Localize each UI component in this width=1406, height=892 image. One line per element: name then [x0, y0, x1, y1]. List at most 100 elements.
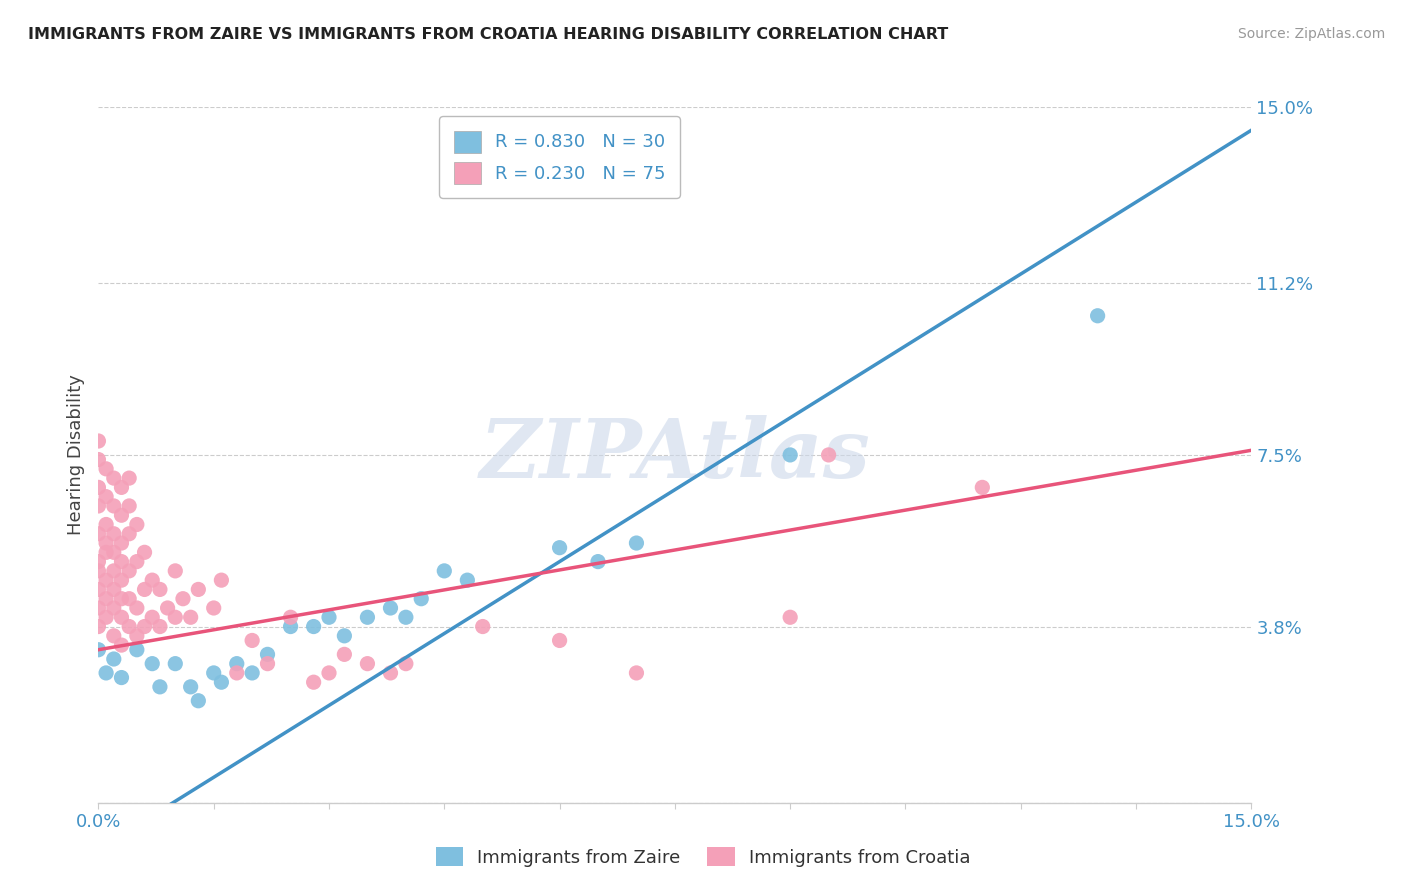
- Point: [156, 601, 179, 615]
- Point: [187, 582, 209, 597]
- Point: [165, 610, 187, 624]
- Point: [94, 517, 117, 532]
- Point: [87, 434, 110, 448]
- Point: [456, 573, 478, 587]
- Point: [125, 555, 148, 569]
- Text: IMMIGRANTS FROM ZAIRE VS IMMIGRANTS FROM CROATIA HEARING DISABILITY CORRELATION : IMMIGRANTS FROM ZAIRE VS IMMIGRANTS FROM…: [28, 27, 949, 42]
- Point: [817, 448, 839, 462]
- Point: [626, 536, 648, 550]
- Point: [110, 555, 132, 569]
- Point: [548, 633, 571, 648]
- Point: [94, 490, 117, 504]
- Point: [471, 619, 494, 633]
- Point: [87, 526, 110, 541]
- Point: [302, 675, 325, 690]
- Point: [103, 471, 125, 485]
- Point: [103, 601, 125, 615]
- Point: [87, 601, 110, 615]
- Point: [586, 555, 609, 569]
- Point: [94, 536, 117, 550]
- Point: [318, 665, 340, 680]
- Point: [180, 680, 202, 694]
- Point: [202, 601, 225, 615]
- Point: [134, 619, 156, 633]
- Point: [103, 526, 125, 541]
- Point: [240, 633, 263, 648]
- Point: [110, 536, 132, 550]
- Point: [149, 582, 172, 597]
- Point: [94, 591, 117, 606]
- Point: [380, 601, 402, 615]
- Point: [103, 545, 125, 559]
- Point: [103, 652, 125, 666]
- Point: [302, 619, 325, 633]
- Text: ZIPAtlas: ZIPAtlas: [479, 415, 870, 495]
- Point: [125, 517, 148, 532]
- Point: [118, 526, 141, 541]
- Point: [333, 629, 356, 643]
- Point: [202, 665, 225, 680]
- Point: [779, 610, 801, 624]
- Point: [87, 564, 110, 578]
- Point: [165, 657, 187, 671]
- Point: [94, 610, 117, 624]
- Legend: R = 0.830   N = 30, R = 0.230   N = 75: R = 0.830 N = 30, R = 0.230 N = 75: [439, 116, 681, 198]
- Point: [149, 680, 172, 694]
- Point: [134, 545, 156, 559]
- Point: [972, 480, 994, 494]
- Point: [256, 657, 278, 671]
- Point: [110, 573, 132, 587]
- Point: [94, 573, 117, 587]
- Point: [110, 610, 132, 624]
- Y-axis label: Hearing Disability: Hearing Disability: [66, 375, 84, 535]
- Point: [125, 629, 148, 643]
- Point: [103, 582, 125, 597]
- Point: [280, 610, 302, 624]
- Point: [280, 619, 302, 633]
- Point: [356, 610, 378, 624]
- Point: [125, 601, 148, 615]
- Point: [165, 564, 187, 578]
- Point: [333, 648, 356, 662]
- Point: [225, 665, 247, 680]
- Legend: Immigrants from Zaire, Immigrants from Croatia: Immigrants from Zaire, Immigrants from C…: [429, 840, 977, 874]
- Point: [118, 619, 141, 633]
- Point: [141, 573, 163, 587]
- Point: [141, 610, 163, 624]
- Point: [87, 480, 110, 494]
- Point: [118, 564, 141, 578]
- Point: [149, 619, 172, 633]
- Point: [87, 499, 110, 513]
- Point: [87, 582, 110, 597]
- Point: [141, 657, 163, 671]
- Point: [87, 619, 110, 633]
- Point: [103, 499, 125, 513]
- Point: [103, 629, 125, 643]
- Point: [103, 564, 125, 578]
- Point: [94, 665, 117, 680]
- Point: [395, 610, 418, 624]
- Point: [626, 665, 648, 680]
- Point: [318, 610, 340, 624]
- Point: [356, 657, 378, 671]
- Point: [94, 545, 117, 559]
- Point: [118, 591, 141, 606]
- Point: [134, 582, 156, 597]
- Point: [110, 591, 132, 606]
- Point: [87, 452, 110, 467]
- Point: [87, 555, 110, 569]
- Point: [110, 508, 132, 523]
- Point: [110, 480, 132, 494]
- Point: [110, 638, 132, 652]
- Point: [187, 694, 209, 708]
- Point: [411, 591, 433, 606]
- Point: [548, 541, 571, 555]
- Point: [380, 665, 402, 680]
- Point: [256, 648, 278, 662]
- Point: [110, 671, 132, 685]
- Point: [172, 591, 194, 606]
- Point: [395, 657, 418, 671]
- Point: [125, 642, 148, 657]
- Point: [240, 665, 263, 680]
- Point: [118, 471, 141, 485]
